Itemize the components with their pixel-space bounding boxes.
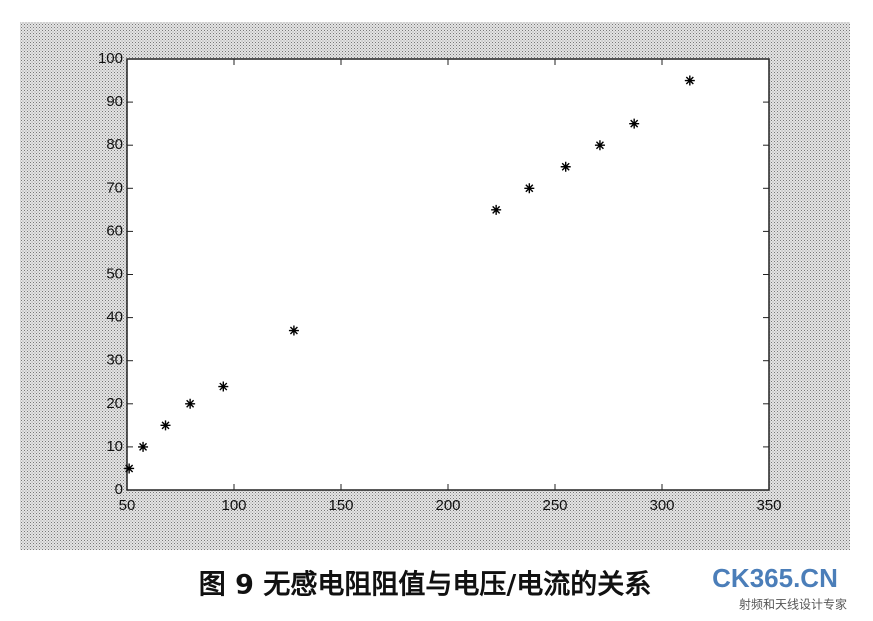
x-tick-label: 150	[328, 497, 353, 514]
y-tick-label: 70	[106, 179, 123, 196]
point	[629, 118, 640, 129]
plot-area	[126, 58, 770, 491]
y-tick-label: 60	[106, 222, 123, 239]
point	[560, 161, 571, 172]
point	[138, 441, 149, 452]
y-tick-label: 10	[106, 438, 123, 455]
point	[124, 463, 135, 474]
x-tick-label: 250	[542, 497, 567, 514]
watermark: CK365.CN	[712, 563, 838, 593]
point	[185, 398, 196, 409]
x-tick-label: 100	[221, 497, 246, 514]
x-tick-label: 350	[756, 497, 781, 514]
watermark-subtitle: 射频和天线设计专家	[739, 597, 847, 612]
point	[524, 183, 535, 194]
y-tick-label: 0	[115, 481, 123, 498]
y-tick-label: 30	[106, 352, 123, 369]
y-tick-label: 100	[98, 50, 123, 67]
y-tick-label: 90	[106, 93, 123, 110]
x-tick-label: 200	[435, 497, 460, 514]
x-tick-label: 50	[119, 497, 136, 514]
point	[491, 204, 502, 215]
caption: 图 9 无感电阻阻值与电压/电流的关系	[199, 569, 651, 601]
y-tick-label: 40	[106, 309, 123, 326]
y-tick-label: 80	[106, 136, 123, 153]
point	[594, 140, 605, 151]
x-tick-label: 300	[649, 497, 674, 514]
y-tick-label: 20	[106, 395, 123, 412]
y-tick-label: 50	[106, 265, 123, 282]
point	[288, 325, 299, 336]
point	[218, 381, 229, 392]
point	[684, 75, 695, 86]
point	[160, 420, 171, 431]
